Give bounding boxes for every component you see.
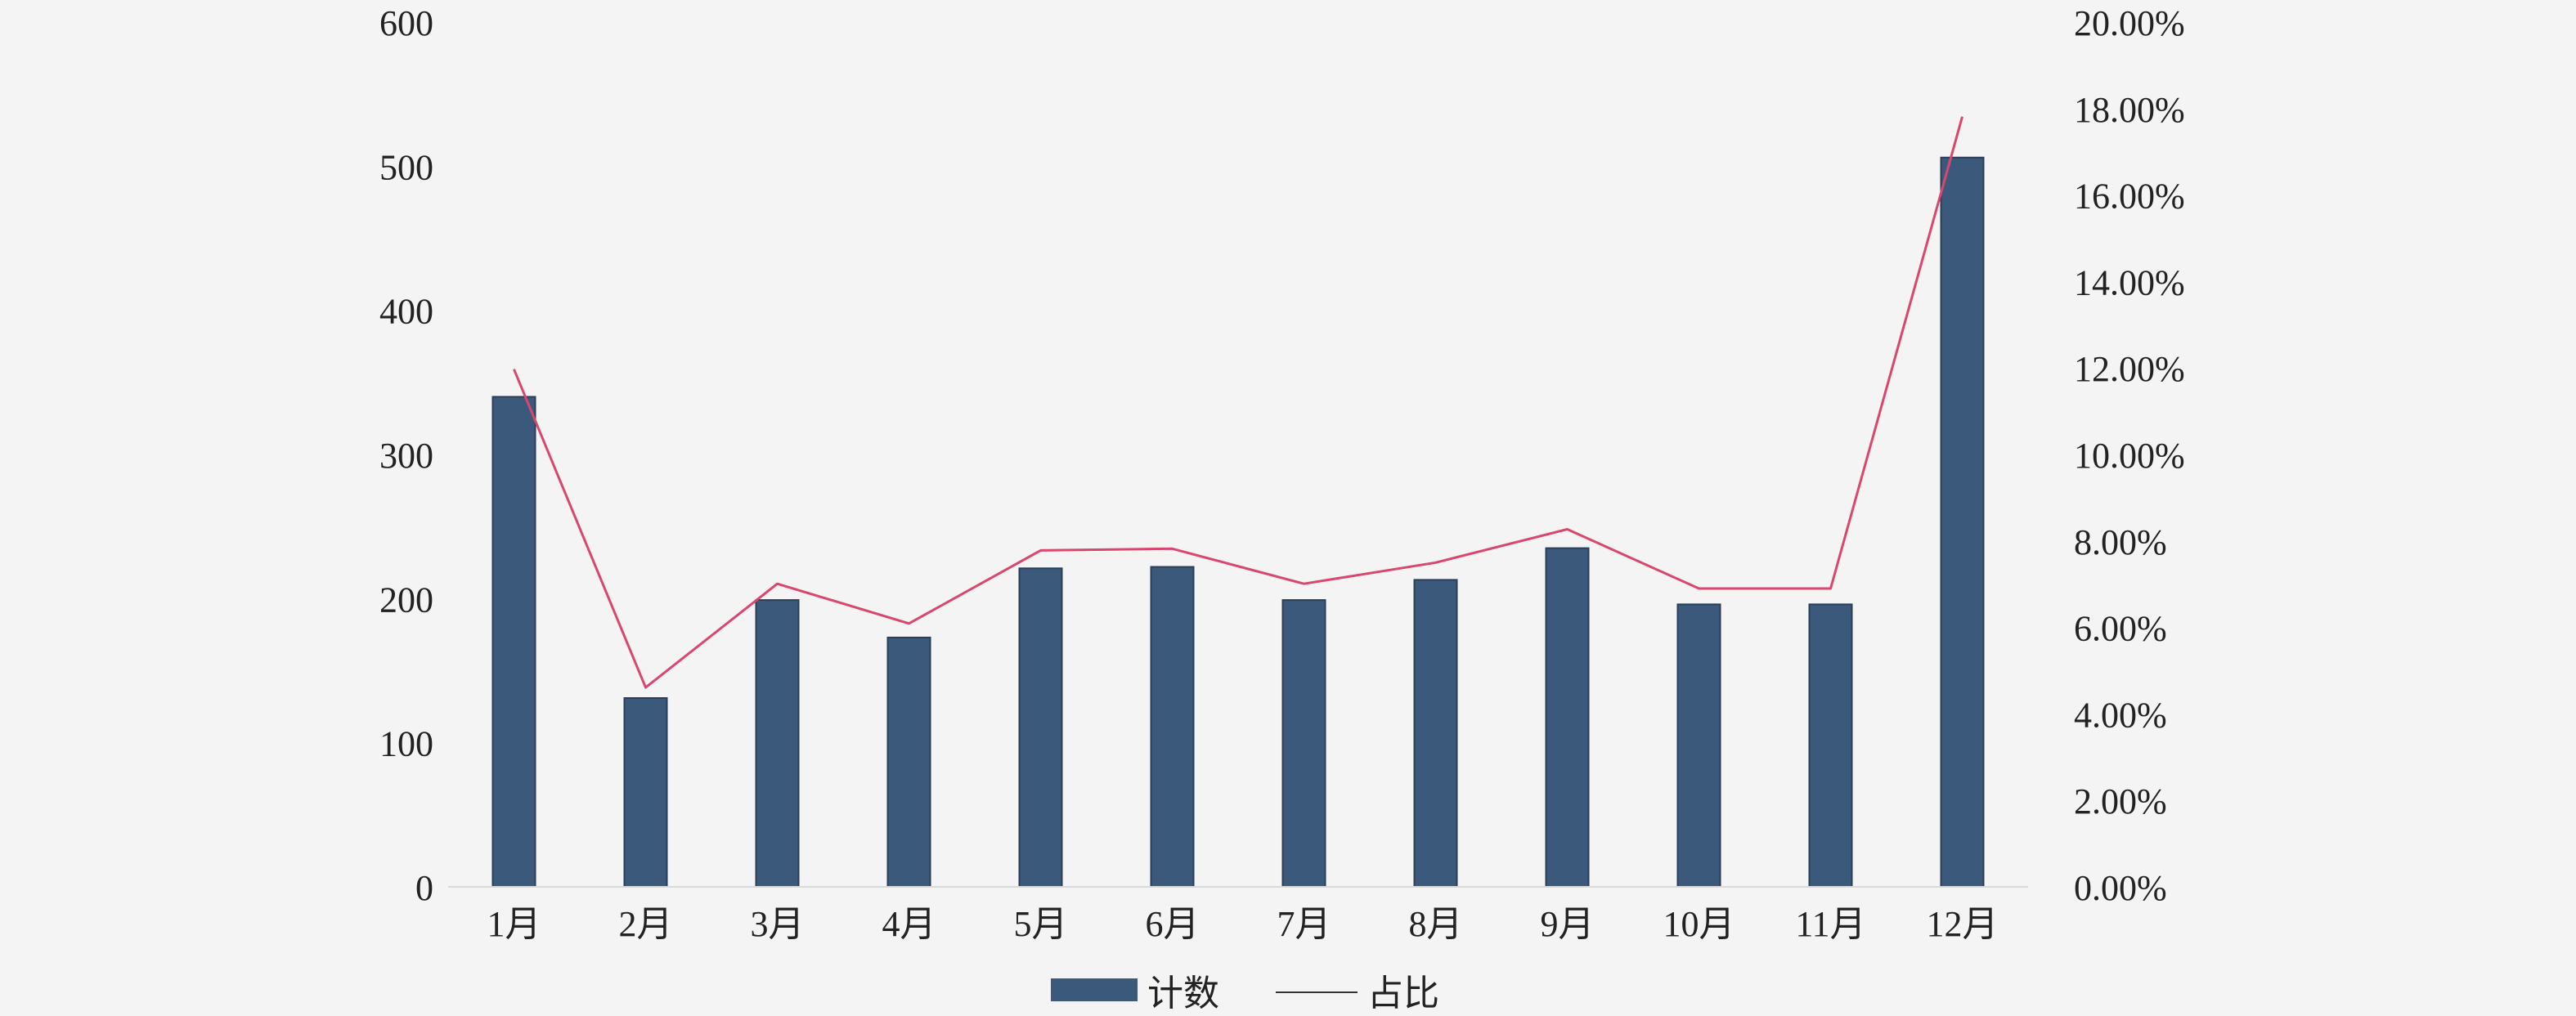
bar-4 — [886, 636, 931, 888]
bar-7 — [1281, 599, 1326, 888]
legend: 计数 占比 — [1051, 973, 1439, 1014]
bar-10 — [1676, 603, 1721, 888]
bar-6 — [1150, 566, 1195, 888]
ratio-point-12 — [1962, 116, 1963, 118]
y-right-tick-label: 14.00% — [2074, 262, 2185, 302]
ratio-point-11 — [1830, 588, 1831, 589]
y-right-tick-label: 12.00% — [2074, 349, 2185, 389]
ratio-line — [513, 116, 1963, 689]
y-right-tick-label: 20.00% — [2074, 3, 2185, 43]
x-tick-label: 1月 — [487, 904, 541, 944]
y-right-tick-label: 16.00% — [2074, 177, 2185, 217]
line-series — [513, 116, 1963, 689]
y-right-tick-label: 2.00% — [2074, 781, 2167, 821]
ratio-point-8 — [1435, 562, 1436, 563]
y-left-tick-label: 400 — [379, 292, 433, 332]
bar-8 — [1413, 579, 1458, 888]
x-tick-label: 2月 — [619, 904, 673, 944]
legend-swatch-count — [1051, 978, 1138, 1001]
x-tick-label: 4月 — [882, 904, 936, 944]
bar-5 — [1018, 567, 1063, 888]
x-tick-label: 9月 — [1541, 904, 1595, 944]
ratio-point-9 — [1567, 529, 1568, 530]
y-right-tick-label: 0.00% — [2074, 868, 2167, 908]
x-tick-label: 8月 — [1409, 904, 1463, 944]
y-left-tick-label: 300 — [379, 436, 433, 476]
y-right-tick-label: 6.00% — [2074, 609, 2167, 649]
y-left-tick-label: 200 — [379, 580, 433, 620]
y-right-tick-label: 4.00% — [2074, 695, 2167, 735]
x-tick-label: 7月 — [1277, 904, 1331, 944]
ratio-point-2 — [645, 687, 646, 688]
x-tick-label: 10月 — [1663, 904, 1735, 944]
y-left-tick-label: 500 — [379, 147, 433, 187]
x-tick-label: 11月 — [1795, 904, 1865, 944]
x-tick-label: 3月 — [751, 904, 805, 944]
bar-9 — [1545, 547, 1590, 888]
y-left-tick-label: 0 — [415, 868, 433, 908]
x-tick-label: 5月 — [1014, 904, 1068, 944]
x-tick-label: 12月 — [1927, 904, 1999, 944]
ratio-point-6 — [1172, 548, 1173, 549]
bar-1 — [491, 396, 536, 888]
x-tick-label: 6月 — [1146, 904, 1200, 944]
legend-label-ratio: 占比 — [1367, 973, 1439, 1014]
axes: 1月 2月 3月 4月 5月 6月 7月 8月 9月 10月 11月 12月 0 100 200 300 400… — [379, 3, 2185, 944]
y-left-tick-label: 100 — [379, 724, 433, 764]
bar-series — [491, 156, 1985, 888]
bar-11 — [1808, 603, 1853, 888]
bar-12 — [1940, 156, 1985, 888]
y-right-tick-label: 8.00% — [2074, 522, 2167, 562]
bar-2 — [623, 697, 668, 888]
y-right-tick-label: 10.00% — [2074, 436, 2185, 476]
bar-3 — [755, 599, 800, 888]
legend-label-count: 计数 — [1147, 973, 1219, 1014]
y-right-tick-label: 18.00% — [2074, 90, 2185, 130]
y-left-tick-label: 600 — [379, 3, 433, 43]
ratio-point-5 — [1040, 549, 1041, 551]
